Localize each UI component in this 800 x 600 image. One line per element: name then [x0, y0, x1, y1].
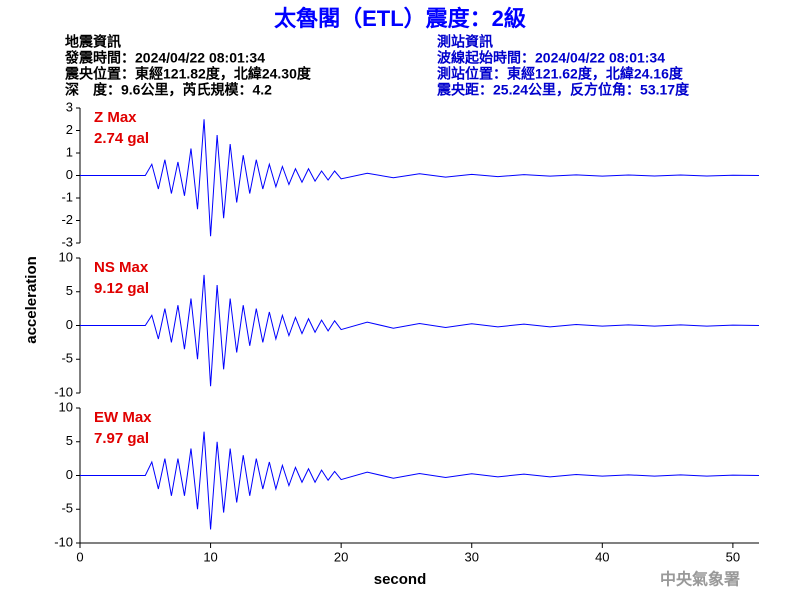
info-heading: 測站資訊	[437, 34, 493, 50]
x-tick-label: 30	[464, 549, 478, 564]
y-tick-label: -2	[61, 212, 73, 227]
y-tick-label: 10	[59, 249, 73, 264]
y-tick-label: -10	[54, 384, 73, 399]
y-tick-label: 5	[66, 433, 73, 448]
y-tick-label: -3	[61, 234, 73, 249]
y-tick-label: -5	[61, 351, 73, 366]
max-annotation: EW Max	[94, 409, 152, 426]
agency-mark: 中央氣象署	[660, 570, 740, 589]
y-tick-label: -5	[61, 501, 73, 516]
waveform	[80, 431, 760, 530]
info-heading: 地震資訊	[65, 34, 121, 50]
max-annotation: NS Max	[94, 259, 149, 276]
info-line: 波線起始時間：2024/04/22 08:01:34	[437, 50, 665, 66]
x-axis-label: second	[374, 571, 427, 588]
max-annotation: Z Max	[94, 109, 137, 126]
y-tick-label: 0	[66, 467, 73, 482]
y-tick-label: 1	[66, 144, 73, 159]
y-tick-label: 0	[66, 317, 73, 332]
y-tick-label: 3	[66, 99, 73, 114]
y-tick-label: 5	[66, 283, 73, 298]
x-tick-label: 40	[595, 549, 609, 564]
info-line: 測站位置：東經121.62度，北緯24.16度	[437, 66, 684, 82]
info-line: 震央距：25.24公里，反方位角：53.17度	[436, 82, 690, 98]
info-line: 震央位置：東經121.82度，北緯24.30度	[64, 66, 312, 82]
max-annotation: 7.97 gal	[94, 430, 149, 447]
x-tick-label: 0	[76, 549, 83, 564]
y-tick-label: 2	[66, 122, 73, 137]
y-tick-label: 10	[59, 399, 73, 414]
y-axis-label: acceleration	[23, 256, 40, 344]
max-annotation: 2.74 gal	[94, 130, 149, 147]
info-line: 深 度：9.6公里，芮氏規模：4.2	[65, 82, 272, 98]
y-tick-label: -1	[61, 189, 73, 204]
waveform	[80, 119, 760, 237]
info-line: 發震時間：2024/04/22 08:01:34	[64, 50, 265, 66]
chart-title: 太魯閣（ETL）震度：2級	[274, 6, 526, 31]
max-annotation: 9.12 gal	[94, 280, 149, 297]
y-tick-label: 0	[66, 167, 73, 182]
x-tick-label: 10	[203, 549, 217, 564]
x-tick-label: 50	[726, 549, 740, 564]
y-tick-label: -10	[54, 534, 73, 549]
waveform	[80, 274, 760, 387]
x-tick-label: 20	[334, 549, 348, 564]
